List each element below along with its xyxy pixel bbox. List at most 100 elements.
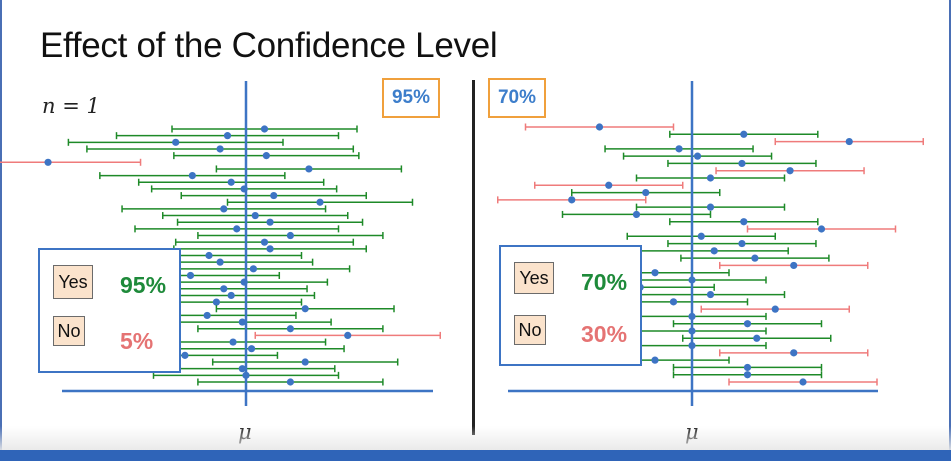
confidence-box-left: 95% [382, 78, 440, 118]
sample-mean-point [305, 165, 313, 173]
interval-missing [728, 378, 878, 386]
interval-covering [67, 138, 284, 146]
sample-mean-point [790, 261, 798, 270]
sample-mean-point [642, 188, 650, 197]
interval-covering [115, 132, 340, 140]
sample-mean-point [740, 218, 748, 226]
interval-covering [635, 290, 786, 299]
legend-right: Yes 70% No 30% [499, 245, 642, 366]
interval-covering [667, 239, 817, 248]
interval-covering [635, 203, 786, 211]
legend-left: Yes 95% No 5% [38, 248, 181, 373]
confidence-box-right: 70% [488, 78, 546, 118]
no-tag: No [53, 316, 85, 346]
sample-mean-point [181, 351, 189, 359]
interval-covering [682, 334, 832, 342]
interval-covering [680, 254, 830, 262]
sample-mean-point [632, 210, 641, 219]
no-percent: 5% [120, 328, 154, 354]
slide-bottom-bar [0, 450, 951, 461]
sample-mean-point [790, 349, 798, 357]
sample-mean-point [220, 285, 228, 293]
interval-covering [635, 174, 786, 182]
sample-mean-point [595, 123, 604, 131]
sample-mean-point [697, 232, 705, 240]
interval-covering [174, 238, 355, 246]
interval-covering [672, 320, 823, 328]
sample-mean-point [738, 239, 746, 248]
interval-covering [160, 278, 329, 286]
interval-covering [162, 211, 349, 220]
interval-covering [86, 145, 355, 153]
sample-mean-point [227, 291, 235, 300]
sample-mean-point [266, 218, 274, 226]
sample-mean-point [740, 130, 748, 138]
interval-covering [672, 371, 823, 379]
interval-missing [774, 137, 924, 146]
sample-mean-point [212, 298, 220, 306]
sample-mean-point [753, 334, 761, 342]
interval-covering [215, 305, 395, 313]
sample-mean-point [216, 145, 224, 153]
sample-mean-point [751, 254, 759, 262]
sample-mean-point [301, 358, 309, 366]
interval-covering [134, 225, 340, 233]
interval-covering [561, 210, 712, 219]
interval-missing [524, 123, 675, 131]
sample-mean-point [44, 158, 52, 166]
panel-divider [472, 80, 475, 435]
interval-covering [215, 165, 403, 173]
interval-covering [669, 218, 819, 226]
interval-covering [669, 130, 819, 138]
sample-mean-point [227, 178, 235, 186]
interval-covering [121, 205, 327, 213]
interval-covering [604, 145, 754, 153]
interval-covering [226, 198, 414, 206]
sample-mean-point [817, 225, 826, 233]
sample-mean-point [286, 378, 294, 386]
interval-covering [150, 185, 338, 193]
interval-missing [534, 181, 684, 189]
interval-covering [672, 363, 823, 372]
sample-mean-point [229, 338, 237, 346]
interval-covering [137, 178, 325, 186]
sample-mean-point [743, 320, 752, 328]
sample-mean-point [238, 365, 246, 373]
slide-frame-right [949, 0, 951, 461]
interval-covering [639, 247, 789, 255]
sample-mean-point [238, 318, 246, 326]
interval-covering [156, 265, 351, 273]
interval-missing [719, 349, 869, 357]
interval-covering [171, 125, 358, 133]
sample-mean-point [651, 269, 659, 277]
interval-covering [173, 245, 367, 253]
yes-percent: 95% [120, 272, 167, 298]
sample-mean-point [266, 245, 274, 253]
interval-covering [197, 325, 384, 333]
sample-mean-point [286, 325, 294, 333]
sample-mean-point [270, 191, 278, 200]
sample-mean-point [301, 305, 309, 313]
sample-mean-point [706, 203, 715, 211]
interval-covering [626, 232, 776, 240]
sample-mean-point [706, 290, 715, 299]
sample-mean-point [845, 137, 853, 146]
slide-title: Effect of the Confidence Level [40, 26, 498, 65]
yes-tag: Yes [514, 262, 554, 294]
sample-mean-point [743, 371, 752, 379]
no-tag: No [514, 315, 546, 345]
sample-mean-point [771, 305, 779, 313]
sample-mean-point [260, 125, 269, 133]
yes-tag: Yes [53, 265, 93, 299]
interval-missing [719, 261, 869, 270]
sample-mean-point [260, 238, 269, 246]
yes-percent: 70% [581, 269, 628, 295]
sample-mean-point [786, 167, 794, 175]
sample-mean-point [675, 145, 683, 153]
interval-missing [0, 158, 142, 166]
sample-mean-point [693, 152, 702, 160]
sample-mean-point [223, 132, 232, 140]
sample-mean-point [738, 159, 746, 168]
sample-mean-point [188, 172, 196, 180]
